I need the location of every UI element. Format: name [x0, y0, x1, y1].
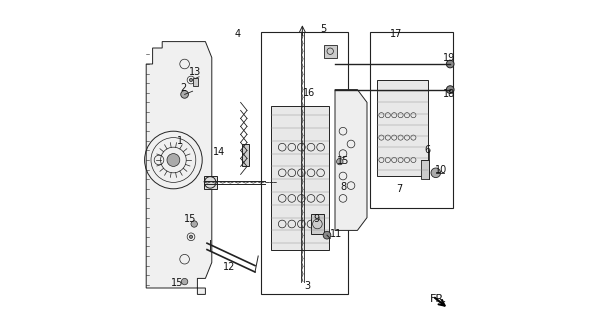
- Text: 1: 1: [177, 136, 183, 146]
- Bar: [271, 106, 328, 250]
- Text: 11: 11: [330, 228, 342, 239]
- Polygon shape: [146, 42, 212, 294]
- Bar: [370, 32, 453, 208]
- Text: 2: 2: [180, 83, 186, 93]
- Text: 15: 15: [184, 214, 196, 224]
- Circle shape: [181, 278, 188, 285]
- Bar: [204, 176, 216, 189]
- Text: 12: 12: [223, 262, 236, 272]
- Bar: [376, 80, 428, 176]
- Polygon shape: [335, 90, 367, 230]
- Text: 15: 15: [171, 278, 184, 288]
- Text: 18: 18: [442, 89, 454, 100]
- Text: 7: 7: [396, 184, 402, 194]
- Circle shape: [181, 91, 188, 98]
- Bar: [193, 78, 198, 86]
- Circle shape: [431, 168, 441, 178]
- Circle shape: [190, 235, 193, 238]
- Bar: [421, 160, 430, 179]
- Text: 8: 8: [340, 182, 346, 192]
- Bar: [242, 144, 248, 166]
- Text: 16: 16: [303, 88, 316, 98]
- Text: 14: 14: [213, 147, 225, 157]
- Circle shape: [447, 86, 454, 93]
- Text: 13: 13: [188, 67, 201, 77]
- Circle shape: [190, 78, 193, 82]
- Text: 19: 19: [442, 52, 454, 63]
- Circle shape: [191, 221, 198, 227]
- Text: 9: 9: [314, 214, 320, 224]
- Text: 10: 10: [435, 164, 447, 175]
- Circle shape: [323, 231, 331, 239]
- Circle shape: [447, 60, 454, 68]
- Text: 3: 3: [305, 281, 311, 292]
- Text: FR.: FR.: [430, 294, 447, 304]
- Text: 5: 5: [321, 24, 327, 34]
- Bar: [311, 214, 324, 234]
- Circle shape: [167, 154, 180, 166]
- Text: 6: 6: [425, 145, 431, 156]
- Circle shape: [336, 158, 343, 165]
- Bar: [324, 45, 336, 58]
- Text: 17: 17: [390, 28, 402, 39]
- Bar: [261, 32, 348, 294]
- Text: 4: 4: [235, 28, 241, 39]
- Text: 15: 15: [337, 156, 349, 166]
